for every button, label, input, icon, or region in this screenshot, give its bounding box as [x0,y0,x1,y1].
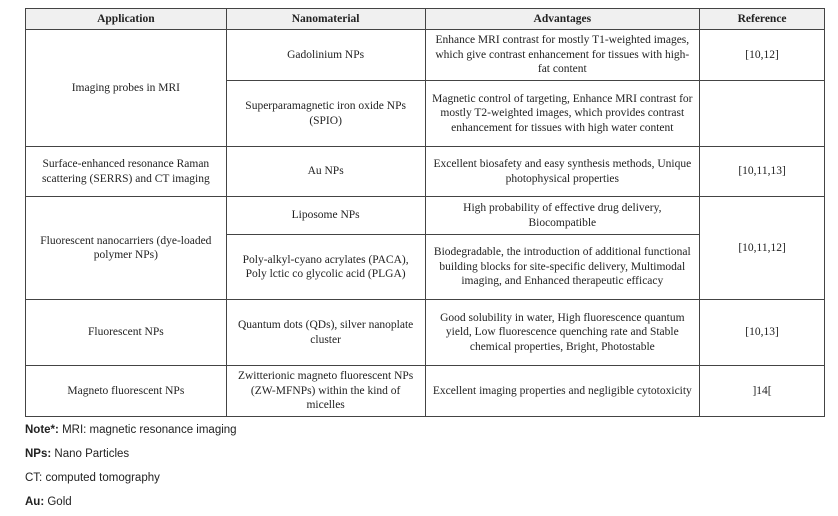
note-ct: CT: computed tomography [25,468,237,492]
note-nps: NPs: Nano Particles [25,444,237,468]
cell-advantages: Good solubility in water, High fluoresce… [424,299,701,366]
cell-reference: [10,12] [699,29,825,81]
cell-application: Fluorescent NPs [25,299,227,366]
table-row: Fluorescent NPs Quantum dots (QDs), silv… [25,299,825,366]
note-text: Gold [44,496,72,508]
table-notes: Note*: MRI: magnetic resonance imaging N… [25,420,237,516]
cell-reference: [10,13] [699,299,825,366]
cell-application: Fluorescent nanocarriers (dye-loaded pol… [25,196,227,300]
cell-reference: [10,11,12] [699,196,825,300]
note-text: CT: computed tomography [25,472,160,484]
note-mri: Note*: MRI: magnetic resonance imaging [25,420,237,444]
cell-advantages: Biodegradable, the introduction of addit… [424,234,701,300]
table-row: Fluorescent nanocarriers (dye-loaded pol… [25,196,825,300]
cell-reference [699,80,825,147]
nanomaterials-table: Application Nanomaterial Advantages Refe… [25,8,825,417]
note-au: Au: Gold [25,492,237,516]
cell-advantages: Excellent imaging properties and negligi… [424,365,701,417]
cell-advantages: Magnetic control of targeting, Enhance M… [424,80,701,147]
cell-advantages: High probability of effective drug deliv… [424,196,701,235]
cell-reference: ]14[ [699,365,825,417]
cell-nanomaterial: Liposome NPs [225,196,426,235]
cell-nanomaterial: Zwitterionic magneto fluorescent NPs (ZW… [225,365,426,417]
cell-application: Imaging probes in MRI [25,29,227,147]
table-row: Superparamagnetic iron oxide NPs (SPIO) … [26,80,825,147]
note-text: MRI: magnetic resonance imaging [58,424,237,436]
cell-nanomaterial: Poly-alkyl-cyano acrylates (PACA), Poly … [225,234,426,300]
cell-nanomaterial: Superparamagnetic iron oxide NPs (SPIO) [225,80,426,147]
note-term: Au: [25,496,45,508]
table-row: Surface-enhanced resonance Raman scatter… [25,146,825,197]
table-row: Poly-alkyl-cyano acrylates (PACA), Poly … [26,234,825,300]
table-row: Imaging probes in MRI Gadolinium NPs Enh… [25,29,825,147]
cell-advantages: Enhance MRI contrast for mostly T1-weigh… [424,29,701,81]
note-text: Nano Particles [51,448,130,460]
cell-application: Magneto fluorescent NPs [25,365,227,417]
cell-nanomaterial: Au NPs [225,146,426,197]
table-row: Magneto fluorescent NPs Zwitterionic mag… [25,365,825,417]
cell-nanomaterial: Gadolinium NPs [225,29,426,81]
cell-advantages: Excellent biosafety and easy synthesis m… [424,146,701,197]
header-application: Application [25,8,227,30]
note-term: Note*: [25,424,59,436]
cell-reference: [10,11,13] [699,146,825,197]
header-advantages: Advantages [424,8,701,30]
note-term: NPs: [25,448,52,460]
cell-nanomaterial: Quantum dots (QDs), silver nanoplate clu… [225,299,426,366]
header-nanomaterial: Nanomaterial [225,8,426,30]
header-reference: Reference [699,8,825,30]
header-row: Application Nanomaterial Advantages Refe… [25,8,825,30]
cell-application: Surface-enhanced resonance Raman scatter… [25,146,227,197]
